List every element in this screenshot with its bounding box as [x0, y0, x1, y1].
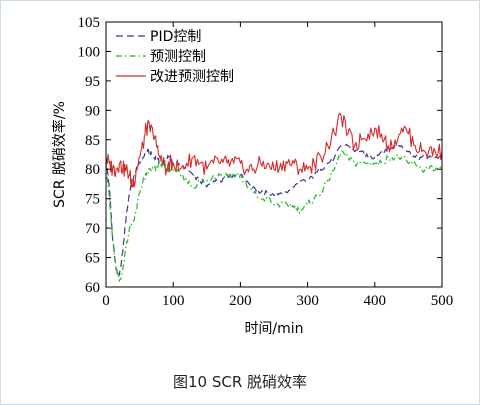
y-tick-label: 80 [85, 162, 100, 178]
y-tick-label: 95 [85, 74, 100, 90]
figure-caption: 图10 SCR 脱硝效率 [172, 373, 308, 391]
scr-efficiency-chart: 0 100 200 300 400 500 60 65 70 75 80 85 90 95 100 105 时间… [51, 15, 454, 337]
x-tick-label: 500 [431, 293, 454, 309]
y-tick-label: 85 [85, 133, 100, 149]
series-line-1 [105, 143, 443, 276]
plot-frame [105, 21, 443, 288]
legend-label-1: PID控制 [150, 29, 201, 45]
x-tick-label: 100 [162, 293, 185, 309]
y-tick-label: 100 [78, 44, 101, 60]
y-tick-label: 65 [85, 251, 100, 267]
series-line-2 [105, 150, 443, 282]
y-tick-label: 60 [85, 280, 100, 296]
y-tick-label: 75 [85, 192, 100, 208]
legend-label-3: 改进预测控制 [150, 69, 234, 85]
x-tick-label: 300 [296, 293, 319, 309]
y-axis-label: SCR 脱硝效率/% [51, 101, 68, 208]
x-axis-label: 时间/min [244, 321, 303, 337]
y-tick-label: 105 [78, 15, 101, 31]
x-tick-label: 400 [364, 293, 387, 309]
x-tick-label: 200 [229, 293, 252, 309]
legend-label-2: 预测控制 [150, 49, 206, 65]
y-tick-label: 90 [85, 103, 100, 119]
x-tick-label: 0 [102, 293, 110, 309]
y-tick-label: 70 [85, 221, 100, 237]
series-line-3 [105, 112, 443, 188]
